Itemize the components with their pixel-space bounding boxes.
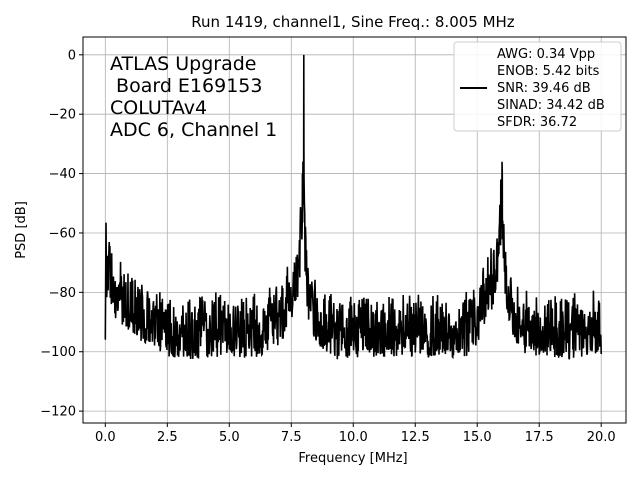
- x-tick-label: 7.5: [281, 430, 302, 445]
- chart-title: Run 1419, channel1, Sine Freq.: 8.005 MH…: [191, 13, 515, 31]
- plot-area: [104, 54, 603, 360]
- y-tick-label: −20: [49, 108, 76, 123]
- annotation-text: ATLAS Upgrade Board E169153 COLUTAv4 ADC…: [110, 53, 277, 141]
- x-tick-label: 15.0: [463, 430, 492, 445]
- x-tick-label: 5.0: [219, 430, 240, 445]
- annotation-line-1: ATLAS Upgrade: [110, 53, 256, 75]
- x-tick-label: 12.5: [401, 430, 430, 445]
- psd-series-line: [104, 54, 603, 360]
- plot-frame: [82, 36, 627, 424]
- x-tick-label: 0.0: [95, 430, 116, 445]
- legend-entry-3: SNR: 39.46 dB: [497, 81, 591, 96]
- y-tick-label: −60: [49, 226, 76, 241]
- legend-entry-4: SINAD: 34.42 dB: [497, 98, 605, 113]
- y-tick-label: 0: [68, 48, 76, 63]
- x-axis-label: Frequency [MHz]: [298, 451, 407, 466]
- legend: AWG: 0.34 Vpp ENOB: 5.42 bits SNR: 39.46…: [453, 41, 622, 132]
- annotation-line-2: Board E169153: [110, 75, 262, 97]
- legend-entry-2: ENOB: 5.42 bits: [497, 64, 600, 79]
- y-tick-label: −80: [49, 286, 76, 301]
- y-tick-label: −40: [49, 167, 76, 182]
- legend-entry-5: SFDR: 36.72: [497, 115, 577, 130]
- x-tick-label: 17.5: [525, 430, 554, 445]
- x-tick-label: 2.5: [157, 430, 178, 445]
- x-axis-ticks: 0.0 2.5 5.0 7.5 10.0 12.5 15.0 17.5 20.0: [95, 423, 616, 445]
- y-tick-label: −100: [40, 345, 76, 360]
- y-tick-label: −120: [40, 405, 76, 420]
- grid-lines: [83, 37, 626, 423]
- legend-entry-1: AWG: 0.34 Vpp: [497, 47, 595, 62]
- legend-box: [453, 41, 622, 132]
- annotation-line-3: COLUTAv4: [110, 97, 207, 119]
- x-tick-label: 20.0: [587, 430, 616, 445]
- y-axis-label: PSD [dB]: [14, 201, 29, 259]
- x-tick-label: 10.0: [339, 430, 368, 445]
- y-axis-ticks: 0 −20 −40 −60 −80 −100 −120: [40, 48, 83, 420]
- annotation-line-4: ADC 6, Channel 1: [110, 119, 277, 141]
